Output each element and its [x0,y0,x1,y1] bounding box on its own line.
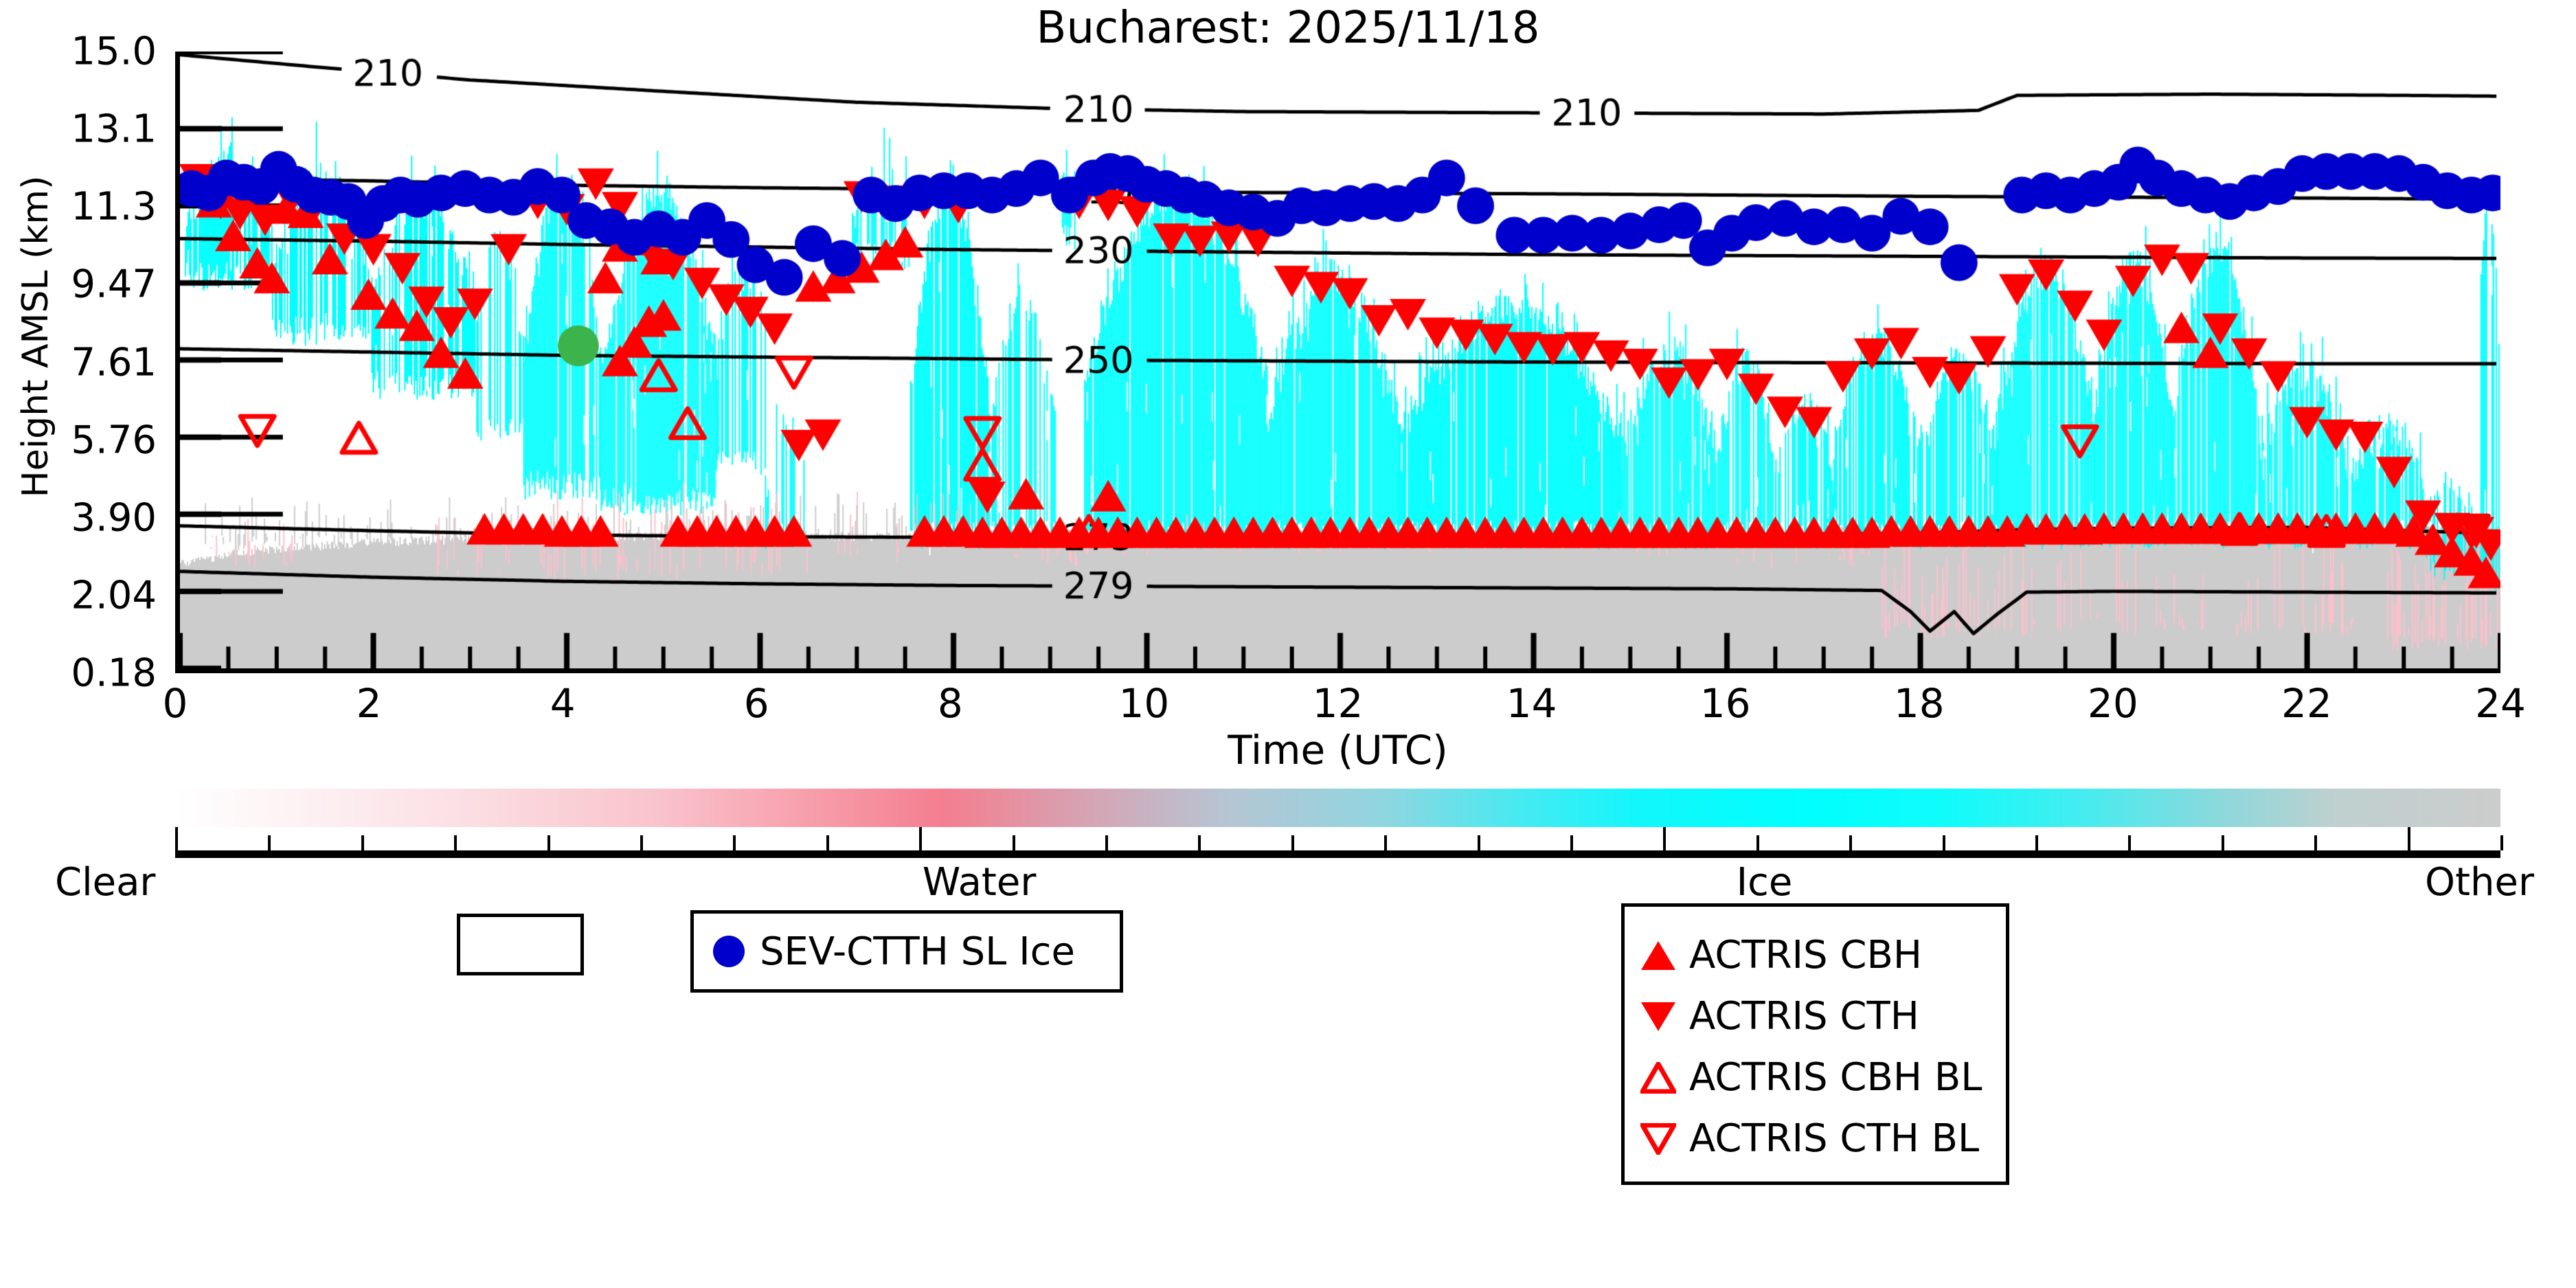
legend-item-actris-cbh[interactable]: ACTRIS CBH [1638,925,2006,986]
colorbar-tick [1942,835,1945,850]
x-tick-label: 12 [1312,680,1364,727]
colorbar-tick [1198,835,1201,850]
colorbar-baseline [175,850,2500,858]
colorbar-tick [361,835,364,850]
y-tick-label: 0.18 [71,651,157,696]
plot-area[interactable] [175,52,2500,673]
legend-actris-cbh-label: ACTRIS CBH [1689,933,1923,978]
y-tick-label: 9.47 [71,262,157,307]
classification-heatmap [180,52,2500,668]
colorbar-labels: Clear Water Ice Other [55,860,2534,905]
colorbar-tick [1291,835,1294,850]
x-tick-label: 8 [937,680,963,727]
colorbar-tick [733,835,736,850]
colorbar-tick [1849,835,1853,850]
triangle-up-open-icon [1638,1061,1678,1094]
legend-item-actris-cbh-bl[interactable]: ACTRIS CBH BL [1638,1047,2006,1108]
x-tick-label: 14 [1506,680,1557,727]
x-tick-label: 20 [2087,680,2138,727]
colorbar-tick [1012,835,1015,850]
colorbar-tick [175,827,178,850]
colorbar-ticks [175,827,2503,850]
x-tick-label: 22 [2281,680,2332,727]
y-tick-label: 13.1 [71,106,157,152]
y-tick-label: 15.0 [71,29,157,74]
blue-circle-icon [709,936,749,967]
legend-actris-cbh-bl-label: ACTRIS CBH BL [1689,1055,1982,1100]
colorbar-tick [1570,835,1573,850]
x-axis-tick-labels: 0 2 4 6 8 10 12 14 16 18 20 22 24 [163,680,2526,728]
triangle-up-filled-icon [1638,940,1678,970]
legend-empty-box[interactable] [457,914,584,975]
x-tick-label: 18 [1893,680,1945,727]
colorbar-tick [547,835,550,850]
legend-actris-cth-label: ACTRIS CTH [1689,994,1919,1039]
legend-actris[interactable]: ACTRIS CBH ACTRIS CTH ACTRIS CBH BL ACTR… [1621,903,2009,1185]
colorbar-tick [268,835,271,850]
triangle-down-filled-icon [1638,1002,1678,1031]
colorbar-tick [919,827,923,850]
x-tick-label: 2 [356,680,382,727]
colorbar-tick [1105,835,1108,850]
y-axis-tick-labels: 15.0 13.1 11.3 9.47 7.61 5.76 3.90 2.04 0.18 [0,30,165,696]
legend-item-actris-cth-bl[interactable]: ACTRIS CTH BL [1638,1108,2006,1169]
triangle-down-open-icon [1638,1122,1678,1155]
colorbar-gradient [175,789,2500,827]
colorbar-label: Ice [1736,860,1793,905]
colorbar-tick [1384,835,1388,850]
x-tick-label: 0 [162,680,188,727]
y-tick-label: 7.61 [71,340,157,385]
colorbar-tick [640,835,643,850]
y-tick-label: 3.90 [71,495,157,541]
colorbar-tick [2407,827,2410,850]
x-tick-label: 10 [1118,680,1170,727]
colorbar-label: Water [922,860,1037,905]
x-tick-label: 4 [550,680,576,727]
colorbar-tick [2035,835,2038,850]
colorbar-tick [1663,827,1667,850]
colorbar-tick [2314,835,2318,850]
colorbar: Clear Water Ice Other [55,789,2534,905]
legend-sev-ctth[interactable]: SEV-CTTH SL Ice [690,910,1123,993]
colorbar-tick [826,835,829,850]
x-axis-title: Time (UTC) [1228,727,1448,773]
y-tick-label: 5.76 [71,418,157,463]
colorbar-tick [2500,835,2503,850]
y-tick-label: 2.04 [71,573,157,618]
legend-sev-label: SEV-CTTH SL Ice [760,929,1075,974]
page-title: Bucharest: 2025/11/18 [1036,3,1540,54]
colorbar-tick [2128,835,2132,850]
legend-actris-cth-bl-label: ACTRIS CTH BL [1689,1116,1980,1161]
colorbar-tick [1477,835,1480,850]
x-tick-label: 24 [2475,680,2526,727]
colorbar-label: Clear [55,860,156,905]
x-tick-label: 16 [1699,680,1751,727]
legend-item-actris-cth[interactable]: ACTRIS CTH [1638,986,2006,1047]
colorbar-tick [454,835,457,850]
x-tick-label: 6 [743,680,769,727]
y-tick-label: 11.3 [71,184,157,229]
colorbar-tick [1756,835,1759,850]
colorbar-label: Other [2425,860,2535,905]
colorbar-tick [2221,835,2224,850]
